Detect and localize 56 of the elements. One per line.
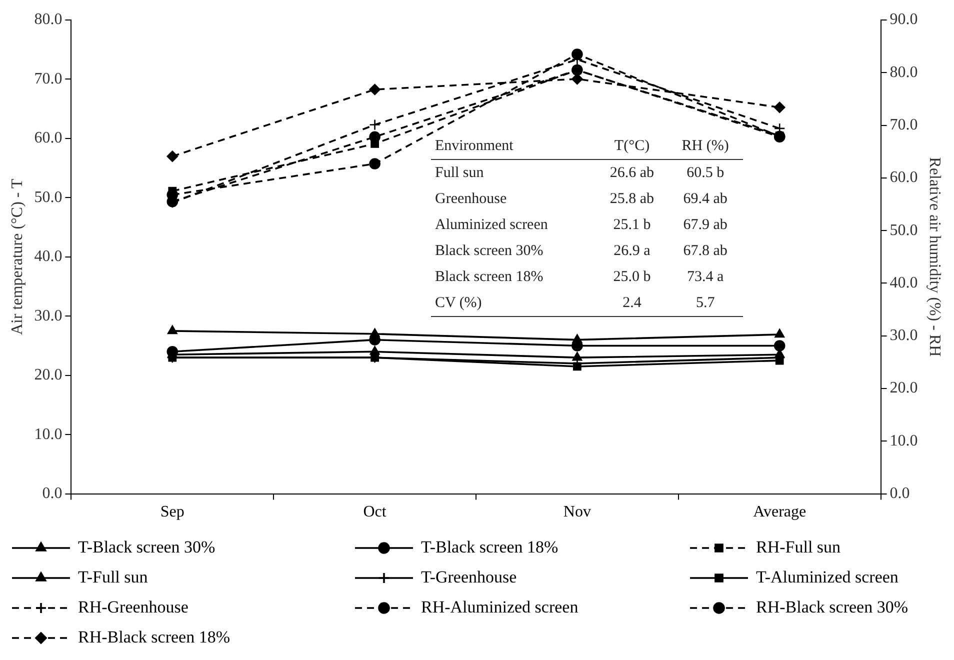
- y-tick-label: 60.0: [34, 130, 62, 147]
- y2-tick-label: 90.0: [890, 11, 918, 28]
- annotation: 67.9 ab: [682, 216, 728, 234]
- y2-tick-label: 20.0: [890, 380, 918, 397]
- y-tick-label: 0.0: [42, 485, 62, 502]
- legend-label: RH-Full sun: [756, 537, 842, 556]
- legend-label: T-Full sun: [78, 567, 148, 586]
- annotation: Environment: [431, 133, 596, 160]
- annotation: 26.6 ab: [608, 164, 656, 182]
- annotation: RH (%): [668, 133, 743, 160]
- annotation: Aluminized screen: [434, 216, 549, 234]
- annotation: 73.4 a: [686, 268, 725, 286]
- annotation: Full sun: [434, 164, 485, 182]
- x-tick-label: Oct: [363, 504, 387, 521]
- annotation: 25.1 b: [612, 216, 652, 234]
- legend-label: T-Black screen 18%: [421, 537, 558, 556]
- y-tick-label: 50.0: [34, 188, 62, 206]
- legend-label: RH-Aluminized screen: [421, 597, 579, 616]
- annotation: 69.4 ab: [682, 190, 728, 208]
- annotation: 5.7: [694, 294, 716, 312]
- annotation: Greenhouse: [434, 190, 508, 208]
- y2-tick-label: 50.0: [890, 222, 918, 239]
- y2-axis-title: Relative air humidity (%) - RH: [926, 157, 944, 358]
- legend-label: RH-Black screen 30%: [756, 597, 908, 616]
- y-tick-label: 20.0: [34, 366, 62, 384]
- annotation: 25.8 ab: [608, 190, 656, 208]
- annotation: 60.5 b: [686, 164, 726, 182]
- legend-label: RH-Black screen 18%: [78, 627, 230, 646]
- annotation: T(°C): [596, 133, 668, 160]
- y2-tick-label: 40.0: [890, 274, 918, 292]
- annotation: Black screen 30%: [434, 242, 544, 260]
- y-tick-label: 40.0: [34, 248, 62, 266]
- y-axis-title: Air temperature (°C) - T: [8, 178, 26, 336]
- y2-tick-label: 70.0: [890, 116, 918, 134]
- legend-label: T-Aluminized screen: [756, 567, 899, 586]
- y2-tick-label: 10.0: [890, 432, 918, 450]
- annotation: Black screen 18%: [434, 268, 544, 286]
- x-tick-label: Nov: [563, 504, 591, 521]
- y-tick-label: 10.0: [34, 426, 62, 443]
- y-tick-label: 30.0: [34, 307, 62, 324]
- y2-tick-label: 30.0: [890, 327, 918, 344]
- y-tick-label: 80.0: [34, 11, 62, 28]
- x-tick-label: Sep: [160, 504, 184, 521]
- y2-tick-label: 0.0: [890, 485, 910, 502]
- y2-tick-label: 60.0: [890, 169, 918, 186]
- annotation: 2.4: [622, 294, 642, 312]
- legend-label: T-Black screen 30%: [78, 537, 216, 556]
- legend-label: RH-Greenhouse: [78, 597, 188, 616]
- annotation: CV (%): [434, 294, 483, 312]
- legend-label: T-Greenhouse: [421, 567, 517, 586]
- annotation: 67.8 ab: [682, 242, 728, 260]
- annotation: 25.0 b: [612, 268, 652, 286]
- x-tick-label: Average: [753, 504, 806, 521]
- annotation: 26.9 a: [612, 242, 652, 260]
- y-tick-label: 70.0: [34, 70, 62, 88]
- y2-tick-label: 80.0: [890, 64, 918, 81]
